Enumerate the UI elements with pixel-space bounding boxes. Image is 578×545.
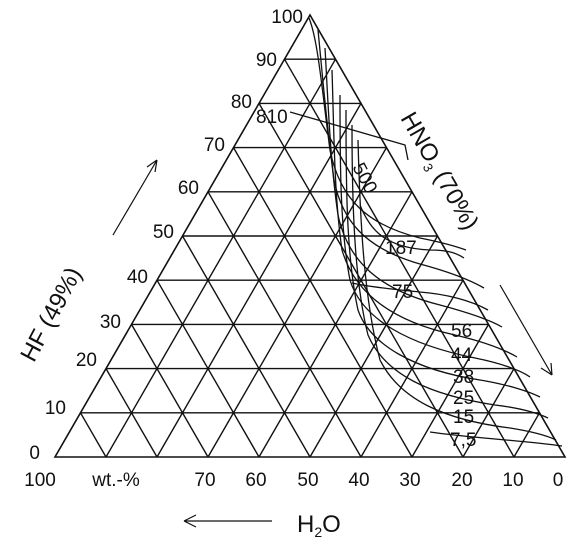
hno3-title-main: HNO <box>395 108 445 168</box>
hno3-axis-title: HNO3 (70%) <box>393 108 484 236</box>
grid-line-h2o-50 <box>181 235 311 458</box>
h2o-title-sub: 2 <box>314 524 322 540</box>
contour-75-tail <box>351 282 489 311</box>
hf-tick-100: 100 <box>271 7 303 28</box>
grid-line-hno3-10 <box>105 58 337 458</box>
direction-arrows <box>112 159 553 528</box>
h2o-axis-unit: wt.-% <box>91 470 140 491</box>
etch-rate-contours <box>289 17 563 447</box>
h2o-tick-20: 20 <box>451 470 472 491</box>
hf-tick-30: 30 <box>100 312 121 333</box>
grid-line-h2o-60 <box>156 279 260 458</box>
contour-g <box>357 139 557 441</box>
contour-label-38: 38 <box>453 367 474 388</box>
grid-line-h2o-10 <box>283 58 515 458</box>
contour-label-187: 187 <box>385 238 417 259</box>
grid-line-h2o-70 <box>130 324 209 458</box>
grid-line-h2o-90 <box>79 412 107 458</box>
contour-label-44: 44 <box>451 345 473 366</box>
contour-d <box>339 94 531 378</box>
hf-tick-80: 80 <box>231 92 252 113</box>
h2o-direction-arrow <box>183 514 272 528</box>
contour-c <box>331 69 518 358</box>
triangular-grid <box>53 13 567 458</box>
h2o-tick-50: 50 <box>297 470 318 491</box>
h2o-title-main: H <box>297 511 314 538</box>
grid-line-h2o-80 <box>105 368 158 458</box>
contour-e <box>345 109 541 398</box>
h2o-tick-70: 70 <box>194 470 215 491</box>
h2o-axis-ticks: 100 wt.-% 70 60 50 40 30 20 10 0 <box>24 470 563 491</box>
h2o-tick-10: 10 <box>502 470 523 491</box>
contour-label-56: 56 <box>451 321 472 342</box>
grid-line-hno3-30 <box>207 147 388 458</box>
contour-label-810: 810 <box>256 107 288 128</box>
grid-line-hno3-70 <box>411 324 490 458</box>
hf-tick-10: 10 <box>45 398 66 419</box>
hf-tick-90: 90 <box>256 50 277 71</box>
hno3-direction-arrow <box>499 284 553 376</box>
hf-tick-0: 0 <box>29 443 40 464</box>
contour-label-15: 15 <box>453 407 474 428</box>
hno3-title-rest: (70%) <box>425 160 484 235</box>
hf-axis-ticks: 0 10 20 30 40 50 60 70 80 90 100 <box>29 7 303 464</box>
h2o-tick-0: 0 <box>553 470 564 491</box>
grid-line-h2o-30 <box>232 147 413 458</box>
contour-187-tail <box>359 204 465 259</box>
grid-line-hno3-90 <box>513 412 541 458</box>
h2o-tick-30: 30 <box>399 470 420 491</box>
contour-500-loop <box>289 111 409 161</box>
hf-tick-60: 60 <box>178 178 199 199</box>
contour-label-25: 25 <box>453 388 474 409</box>
grid-line-hno3-60 <box>360 279 464 458</box>
h2o-tick-40: 40 <box>348 470 369 491</box>
hf-tick-20: 20 <box>76 350 97 371</box>
h2o-title-rest: O <box>322 511 341 538</box>
contour-labels: 810 500 187 75 56 44 38 25 15 7,5 <box>256 107 476 451</box>
h2o-tick-100: 100 <box>24 470 56 491</box>
contour-label-7-5: 7,5 <box>450 430 476 451</box>
grid-line-hno3-80 <box>462 368 515 458</box>
hf-tick-50: 50 <box>153 222 174 243</box>
h2o-axis-title: H2O <box>297 511 341 540</box>
h2o-tick-60: 60 <box>245 470 266 491</box>
hf-tick-70: 70 <box>204 135 225 156</box>
contour-f <box>351 124 549 419</box>
hf-tick-40: 40 <box>127 267 148 288</box>
contour-label-75: 75 <box>392 282 413 303</box>
hf-direction-arrow <box>112 159 158 236</box>
contour-7-5-tail <box>429 431 563 447</box>
